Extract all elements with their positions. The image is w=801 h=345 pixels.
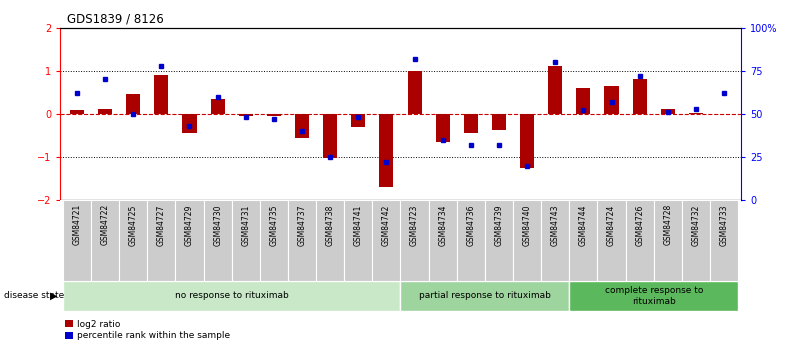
Bar — [710, 200, 738, 281]
Text: GSM84735: GSM84735 — [269, 204, 279, 246]
Bar — [127, 95, 140, 114]
Text: GSM84742: GSM84742 — [382, 204, 391, 246]
Text: GSM84730: GSM84730 — [213, 204, 222, 246]
Bar — [577, 88, 590, 114]
Text: disease state: disease state — [4, 291, 64, 300]
Bar — [239, 114, 253, 116]
Text: partial response to rituximab: partial response to rituximab — [419, 291, 551, 300]
Text: GSM84731: GSM84731 — [241, 204, 250, 246]
Bar — [570, 200, 598, 281]
Text: GSM84736: GSM84736 — [466, 204, 475, 246]
Text: GSM84734: GSM84734 — [438, 204, 447, 246]
Bar — [436, 114, 449, 142]
Text: GSM84737: GSM84737 — [297, 204, 307, 246]
Bar — [429, 200, 457, 281]
Bar — [598, 200, 626, 281]
Bar — [203, 200, 231, 281]
Bar — [344, 200, 372, 281]
Text: GSM84727: GSM84727 — [157, 204, 166, 246]
Bar — [211, 99, 224, 114]
Bar — [492, 114, 506, 130]
Bar — [654, 200, 682, 281]
Bar — [570, 281, 738, 310]
Bar — [400, 281, 570, 310]
Legend: log2 ratio, percentile rank within the sample: log2 ratio, percentile rank within the s… — [65, 320, 231, 341]
Text: GDS1839 / 8126: GDS1839 / 8126 — [67, 12, 163, 25]
Text: GSM84722: GSM84722 — [101, 204, 110, 245]
Bar — [63, 200, 91, 281]
Bar — [147, 200, 175, 281]
Text: GSM84740: GSM84740 — [522, 204, 532, 246]
Bar — [380, 114, 393, 187]
Bar — [541, 200, 570, 281]
Bar — [682, 200, 710, 281]
Text: GSM84738: GSM84738 — [326, 204, 335, 246]
Bar — [98, 109, 112, 114]
Bar — [316, 200, 344, 281]
Text: ▶: ▶ — [50, 291, 57, 301]
Bar — [661, 109, 674, 114]
Bar — [119, 200, 147, 281]
Text: complete response to
rituximab: complete response to rituximab — [605, 286, 703, 306]
Text: GSM84729: GSM84729 — [185, 204, 194, 246]
Bar — [323, 114, 337, 158]
Bar — [288, 200, 316, 281]
Text: GSM84733: GSM84733 — [719, 204, 729, 246]
Bar — [175, 200, 203, 281]
Bar — [513, 200, 541, 281]
Bar — [400, 200, 429, 281]
Text: GSM84724: GSM84724 — [607, 204, 616, 246]
Bar — [183, 114, 196, 133]
Text: GSM84721: GSM84721 — [72, 204, 82, 245]
Text: GSM84732: GSM84732 — [691, 204, 700, 246]
Bar — [231, 200, 260, 281]
Bar — [260, 200, 288, 281]
Text: no response to rituximab: no response to rituximab — [175, 291, 288, 300]
Bar — [633, 79, 646, 114]
Bar — [485, 200, 513, 281]
Bar — [689, 113, 703, 114]
Bar — [605, 86, 618, 114]
Bar — [626, 200, 654, 281]
Bar — [352, 114, 365, 127]
Text: GSM84741: GSM84741 — [354, 204, 363, 246]
Text: GSM84723: GSM84723 — [410, 204, 419, 246]
Bar — [295, 114, 309, 138]
Bar — [91, 200, 119, 281]
Bar — [267, 114, 281, 116]
Bar — [372, 200, 400, 281]
Bar — [457, 200, 485, 281]
Bar — [520, 114, 534, 168]
Bar — [464, 114, 478, 133]
Text: GSM84726: GSM84726 — [635, 204, 644, 246]
Bar — [548, 66, 562, 114]
Text: GSM84743: GSM84743 — [551, 204, 560, 246]
Bar — [408, 71, 421, 114]
Text: GSM84725: GSM84725 — [129, 204, 138, 246]
Bar — [155, 75, 168, 114]
Bar — [70, 110, 84, 114]
Text: GSM84728: GSM84728 — [663, 204, 672, 245]
Text: GSM84739: GSM84739 — [494, 204, 504, 246]
Bar — [63, 281, 400, 310]
Text: GSM84744: GSM84744 — [579, 204, 588, 246]
